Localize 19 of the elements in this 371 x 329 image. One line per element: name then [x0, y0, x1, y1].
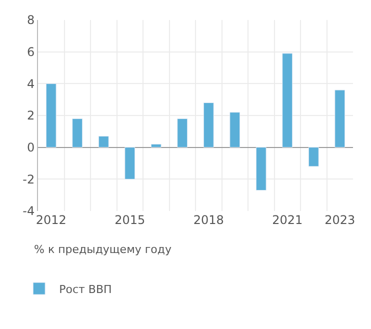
y-tick-label: -4 [22, 204, 35, 218]
text: % к предыдущему году [34, 243, 172, 256]
y-tick-label: 4 [26, 76, 35, 91]
bar [72, 118, 83, 148]
bar [308, 147, 319, 167]
x-tick-label: 2012 [36, 213, 66, 227]
y-tick-label: 8 [26, 13, 35, 28]
bar [98, 136, 109, 148]
bar [150, 144, 162, 148]
x-tick-label: 2023 [324, 213, 356, 227]
x-tick-label: 2018 [193, 213, 224, 227]
y-tick-label: 0 [26, 140, 35, 155]
y-tick-label: -2 [22, 172, 35, 186]
x-tick-label: 2021 [272, 213, 303, 227]
y-tick-label: 2 [26, 108, 35, 123]
x-tick-label: 2015 [114, 213, 146, 227]
bar [177, 118, 188, 148]
legend-label: Рост ВВП [59, 282, 112, 296]
y-tick-label: 6 [26, 45, 35, 60]
